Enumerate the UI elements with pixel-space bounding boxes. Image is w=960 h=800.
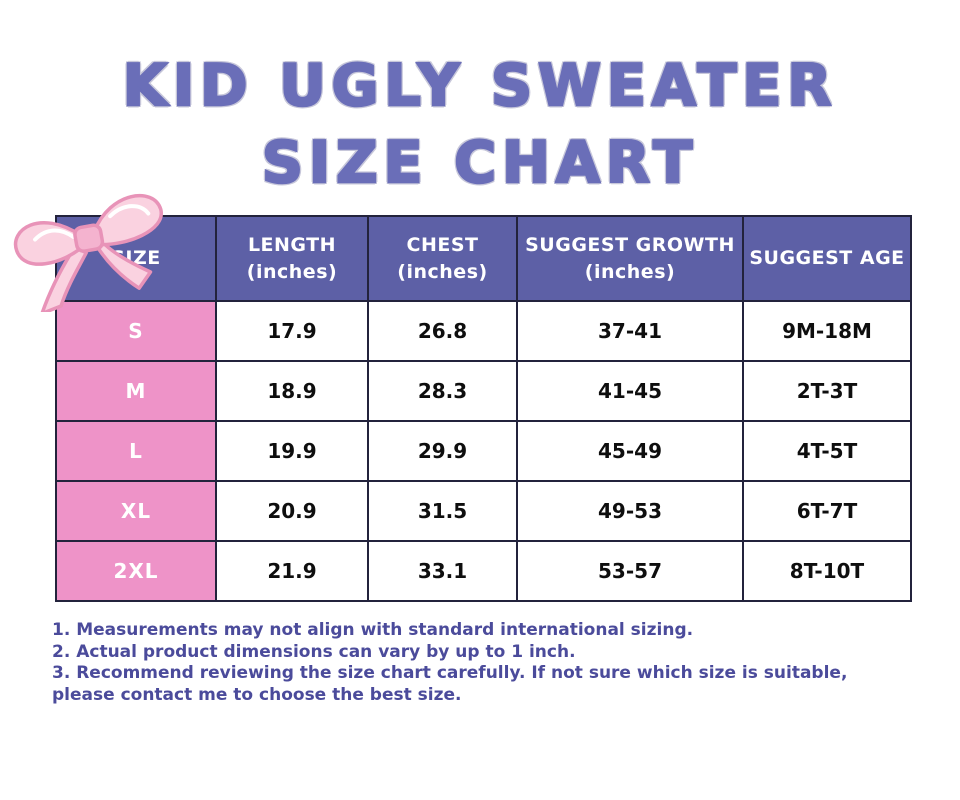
- ribbon-bow-icon: [13, 193, 163, 312]
- header-row: SIZE LENGTH (inches) CHEST (inches) SUGG…: [55, 215, 912, 302]
- note-3: 3. Recommend reviewing the size chart ca…: [52, 663, 848, 705]
- length-value: 21.9: [215, 540, 369, 602]
- growth-value: 41-45: [516, 360, 744, 422]
- age-value: 4T-5T: [742, 420, 912, 482]
- growth-value: 45-49: [516, 420, 744, 482]
- column-header-label: SUGGEST AGE: [749, 247, 905, 269]
- chest-value: 31.5: [367, 480, 518, 542]
- chest-value: 33.1: [367, 540, 518, 602]
- growth-value: 37-41: [516, 300, 744, 362]
- page-title: KID UGLY SWEATER SIZE CHART: [0, 48, 960, 202]
- size-label: XL: [55, 480, 217, 542]
- table-row-l: L 19.9 29.9 45-49 4T-5T: [55, 420, 912, 482]
- column-header-suggest-age: SUGGEST AGE: [742, 215, 912, 302]
- growth-value: 49-53: [516, 480, 744, 542]
- age-value: 2T-3T: [742, 360, 912, 422]
- page-title-line1: KID UGLY SWEATER: [122, 52, 838, 121]
- column-header-suggest-growth: SUGGEST GROWTH (inches): [516, 215, 744, 302]
- chest-value: 28.3: [367, 360, 518, 422]
- size-label: 2XL: [55, 540, 217, 602]
- table-row-m: M 18.9 28.3 41-45 2T-3T: [55, 360, 912, 422]
- column-header-unit: (inches): [397, 260, 488, 283]
- chest-value: 29.9: [367, 420, 518, 482]
- column-header-label: CHEST: [406, 233, 479, 256]
- age-value: 8T-10T: [742, 540, 912, 602]
- size-table-body: S 17.9 26.8 37-41 9M-18M M 18.9 28.3 41-…: [55, 300, 912, 602]
- table-row-s: S 17.9 26.8 37-41 9M-18M: [55, 300, 912, 362]
- footer-notes: 1. Measurements may not align with stand…: [52, 620, 884, 706]
- column-header-chest: CHEST (inches): [367, 215, 518, 302]
- length-value: 19.9: [215, 420, 369, 482]
- note-2: 2. Actual product dimensions can vary by…: [52, 641, 576, 662]
- table-row-2xl: 2XL 21.9 33.1 53-57 8T-10T: [55, 540, 912, 602]
- size-label: L: [55, 420, 217, 482]
- table-row-xl: XL 20.9 31.5 49-53 6T-7T: [55, 480, 912, 542]
- column-header-unit: (inches): [246, 260, 338, 283]
- size-table-header: SIZE LENGTH (inches) CHEST (inches) SUGG…: [55, 215, 912, 302]
- note-1: 1. Measurements may not align with stand…: [52, 620, 694, 640]
- column-header-length: LENGTH (inches): [215, 215, 369, 302]
- column-header-label: SUGGEST GROWTH: [525, 233, 735, 256]
- size-table: SIZE LENGTH (inches) CHEST (inches) SUGG…: [55, 215, 912, 602]
- column-header-unit: (inches): [584, 260, 676, 283]
- column-header-label: LENGTH: [247, 233, 337, 256]
- age-value: 6T-7T: [742, 480, 912, 542]
- page-title-line2: SIZE CHART: [261, 129, 699, 198]
- age-value: 9M-18M: [742, 300, 912, 362]
- size-label: M: [55, 360, 217, 422]
- length-value: 18.9: [215, 360, 369, 422]
- chest-value: 26.8: [367, 300, 518, 362]
- size-label: S: [55, 300, 217, 362]
- length-value: 20.9: [215, 480, 369, 542]
- growth-value: 53-57: [516, 540, 744, 602]
- length-value: 17.9: [215, 300, 369, 362]
